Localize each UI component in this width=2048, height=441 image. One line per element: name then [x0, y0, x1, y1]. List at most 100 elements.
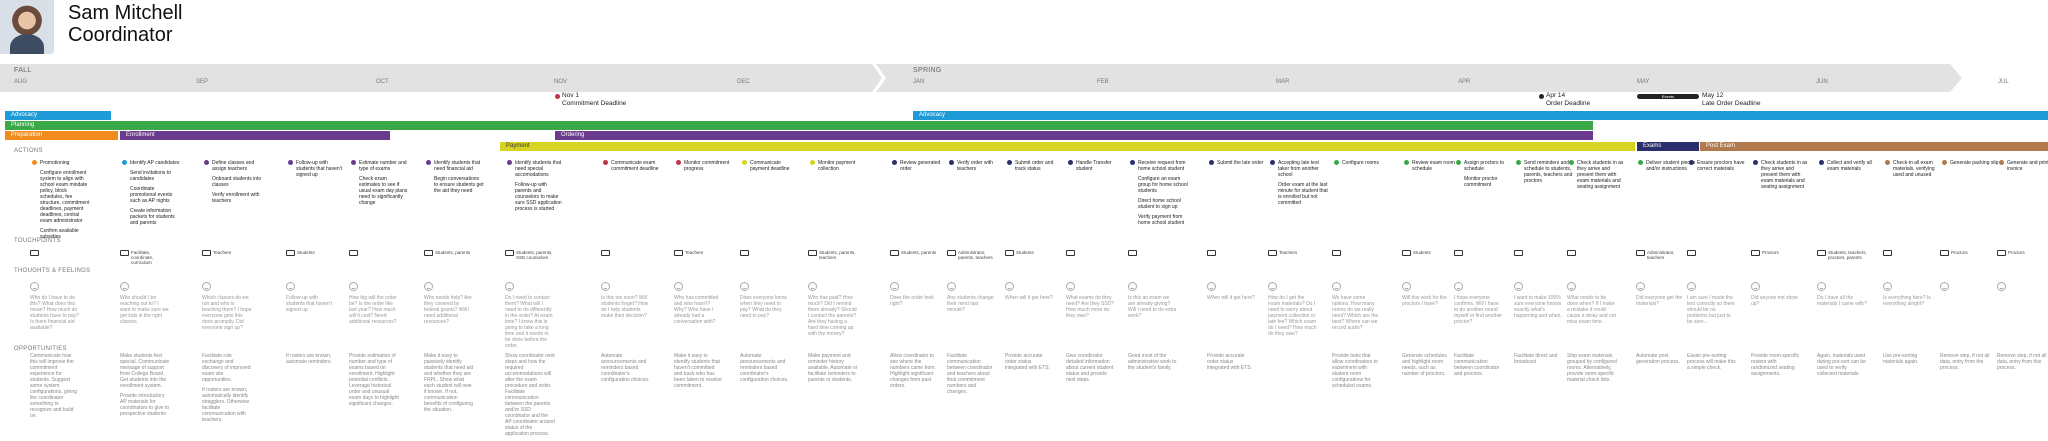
touchpoint: [1514, 250, 1565, 260]
touchpoint: Students: [1005, 250, 1056, 260]
touchpoint-label: Administrator, teachers: [1647, 250, 1675, 260]
touchpoint: Proctors: [1940, 250, 1991, 260]
phase-dot: [204, 160, 209, 165]
phase-dot: [1334, 160, 1339, 165]
opportunity-text: Automate announcements and reminders bas…: [740, 353, 789, 383]
opportunity-text: Again, materials used during pre-sort ca…: [1817, 353, 1866, 377]
opportunity-card: Provide tools that allow coordinators to…: [1332, 353, 1382, 393]
laptop-icon: [1997, 250, 2006, 256]
thought-text: Will this work for the proctors I have?: [1402, 295, 1447, 307]
phase-dot: [742, 160, 747, 165]
action-item: Define classes and assign teachers: [212, 160, 255, 172]
thought-text: How big will the order be? Is the order …: [349, 295, 397, 325]
action-item: Verify order with teachers: [957, 160, 993, 172]
action-item: Check exam estimates to see if usual exa…: [359, 176, 408, 206]
opportunity-text: If rosters are known, automatically iden…: [202, 387, 250, 423]
thought-text: Do I have all the materials I came with?: [1817, 295, 1867, 307]
phase-dot: [1270, 160, 1275, 165]
opportunity-card: Easier pre-sorting process will make thi…: [1687, 353, 1737, 375]
opportunity-card: Make it easy to passively identify stude…: [424, 353, 474, 417]
action-item: Direct home school student to sign up: [1138, 198, 1181, 210]
touchpoint: [1883, 250, 1934, 260]
phase-dot: [676, 160, 681, 165]
thought-text: Is this too soon? Will students forget? …: [601, 295, 649, 319]
phase-dot: [949, 160, 954, 165]
thought-card: When will it get here?: [1005, 282, 1055, 301]
opportunity-text: Facilitate direct and broadcast: [1514, 353, 1558, 365]
touchpoint: [349, 250, 400, 260]
phase-dot: [1885, 160, 1890, 165]
laptop-icon: [1402, 250, 1411, 256]
touchpoint: Teachers: [674, 250, 725, 260]
action-item: Follow-up with students that haven't sig…: [296, 160, 342, 178]
opportunity-card: Remove step, if not all data, entry from…: [1940, 353, 1990, 375]
action-card: Check students in as they arrive and pre…: [1569, 160, 1627, 194]
action-item: Assign proctors to schedule: [1464, 160, 1505, 172]
opportunity-card: Ship exam materials grouped by configure…: [1567, 353, 1617, 387]
touchpoint-label: Students, parents: [901, 250, 937, 255]
phase-dot: [1007, 160, 1012, 165]
section-actions: ACTIONS: [14, 148, 43, 154]
phase-dot: [288, 160, 293, 165]
laptop-icon: [30, 250, 39, 256]
face-icon: [601, 282, 610, 291]
laptop-icon: [808, 250, 817, 256]
thought-card: Any students change their mind last minu…: [947, 282, 997, 313]
thought-card: [1997, 282, 2047, 295]
touchpoint: Students, teachers, proctors, parents: [1817, 250, 1868, 260]
opportunity-card: Facilitate communication between coordin…: [1454, 353, 1504, 381]
action-card: Check-in all exam materials, verifying u…: [1885, 160, 1943, 182]
action-card: Communicate exam commitment deadline: [603, 160, 661, 176]
touchpoint: Facilitate, coordinate, curriculum: [120, 250, 171, 265]
thought-card: I hope everyone confirms. Will I have to…: [1454, 282, 1504, 325]
laptop-icon: [947, 250, 956, 256]
touchpoint-label: Students, parents, SSD counselors: [516, 250, 553, 260]
action-item: Communicate exam commitment deadline: [611, 160, 659, 172]
laptop-icon: [890, 250, 899, 256]
month-label: OCT: [376, 79, 389, 85]
phase-post-exam: Post Exam: [1700, 142, 2048, 151]
face-icon: [1454, 282, 1463, 291]
opportunity-text: Generate schedules and highlight room ne…: [1402, 353, 1447, 377]
milestone: Apr 14 Order Deadline: [1546, 92, 1591, 107]
opportunity-card: Use pre-sorting materials again.: [1883, 353, 1933, 369]
thought-card: Does everyone know when they need to pay…: [740, 282, 790, 319]
month-label: APR: [1458, 79, 1471, 85]
action-card: Handle Transfer student: [1068, 160, 1126, 176]
action-item: Generate packing slip: [1950, 160, 1999, 166]
action-card: Generate and print invoice: [1999, 160, 2048, 176]
phase-dot: [1068, 160, 1073, 165]
timeline-arrows: [0, 64, 1962, 92]
opportunity-text: Make it easy to identify students that h…: [674, 353, 722, 389]
face-icon: [1940, 282, 1949, 291]
face-icon: [1817, 282, 1826, 291]
opportunity-text: Make payment and reminder history availa…: [808, 353, 858, 383]
face-icon: [1268, 282, 1277, 291]
avatar: [0, 0, 54, 54]
touchpoint: [601, 250, 652, 260]
phase-preparation: Preparation: [5, 131, 118, 140]
laptop-icon: [424, 250, 433, 256]
action-card: Identify students that need special acco…: [507, 160, 565, 216]
opportunity-text: Provide introductory AP materials for co…: [120, 393, 170, 417]
opportunity-card: [1268, 353, 1318, 357]
phase-dot: [1516, 160, 1521, 165]
touchpoint: [740, 250, 791, 260]
laptop-icon: [1567, 250, 1576, 256]
phase-planning: Planning: [5, 121, 1593, 130]
phase-exams: Exams: [1637, 142, 1699, 151]
action-item: Confirm available subsidies: [40, 228, 79, 240]
touchpoint-label: Students, parents, teachers: [819, 250, 856, 260]
phase-dot: [426, 160, 431, 165]
opportunity-card: Automate announcements and reminders bas…: [601, 353, 651, 387]
touchpoint: Administrator, teachers: [1636, 250, 1687, 260]
thought-card: How do I get the exam materials? Do I ne…: [1268, 282, 1318, 337]
opportunity-card: Show coordinator next steps and how the …: [505, 353, 555, 441]
month-label: FEB: [1097, 79, 1109, 85]
action-item: Send reminders and schedule to students,…: [1524, 160, 1573, 184]
action-card: Communicate payment deadline: [742, 160, 800, 176]
thought-text: Who do I have to do this? What does this…: [30, 295, 79, 331]
opportunity-text: Show coordinator next steps and how the …: [505, 353, 555, 437]
thought-card: Who needs help? Are they covered by fede…: [424, 282, 474, 325]
phase-dot: [1689, 160, 1694, 165]
